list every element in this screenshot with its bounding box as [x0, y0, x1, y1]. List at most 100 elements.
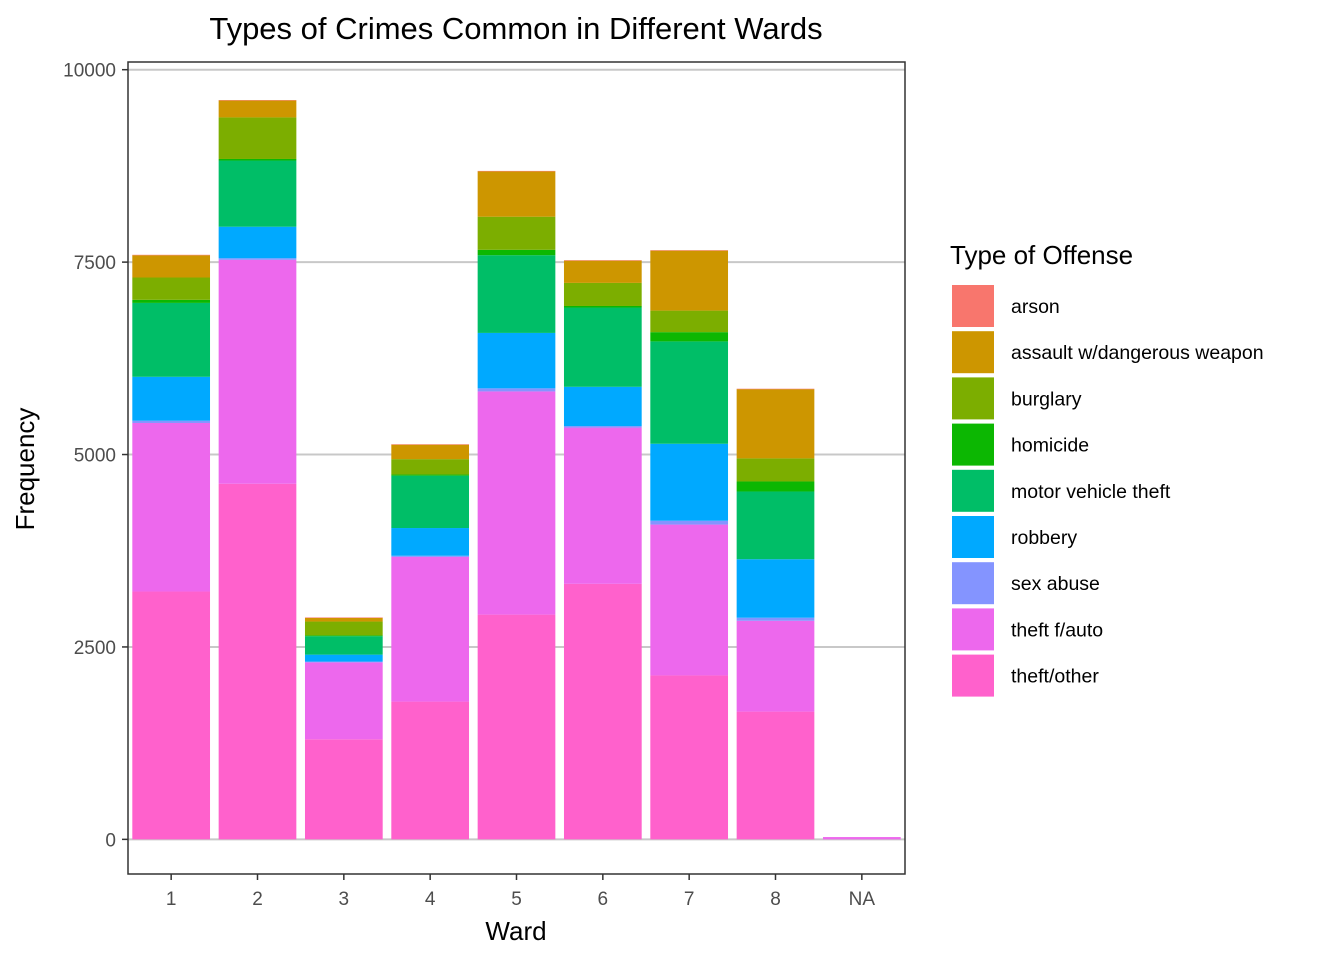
bar-segment [391, 444, 470, 460]
legend-label: motor vehicle theft [1011, 481, 1171, 503]
x-tick-label: 1 [166, 889, 177, 910]
bar-segment [218, 483, 297, 840]
bar-segment [477, 614, 556, 840]
x-tick-label: 5 [511, 889, 522, 910]
bar-segment [132, 420, 211, 423]
x-tick-label: 8 [770, 889, 781, 910]
x-tick-label: 6 [598, 889, 609, 910]
y-axis: 0 2500 5000 7500 10000 [63, 61, 128, 851]
legend-swatch [952, 516, 994, 558]
bar-segment [391, 474, 470, 476]
bar-segment [650, 250, 729, 311]
bar-segment [477, 171, 556, 217]
legend-label: burglary [1011, 388, 1082, 410]
legend-swatch [952, 285, 994, 327]
bar-segment [218, 100, 297, 101]
y-tick-label: 0 [105, 830, 116, 851]
bar-segment [477, 388, 556, 392]
bar-segment [650, 341, 729, 444]
bar-segment [563, 307, 642, 387]
bar-segment [132, 376, 211, 421]
y-axis-title: Frequency [10, 408, 40, 531]
bar-segment [736, 620, 815, 712]
bar-segment [304, 661, 383, 663]
bars [132, 100, 901, 840]
bar-segment [822, 837, 901, 840]
bar-segment [218, 158, 297, 161]
bar-segment [650, 524, 729, 676]
bar-segment [391, 475, 470, 529]
bar-segment [132, 422, 211, 592]
legend-title: Type of Offense [950, 240, 1133, 270]
bar-segment [218, 160, 297, 227]
legend-items: arson assault w/dangerous weapon burglary h… [950, 283, 1264, 699]
bar-segment [477, 391, 556, 615]
y-tick-label: 10000 [63, 61, 116, 82]
bar-segment [736, 559, 815, 618]
bar-segment [477, 332, 556, 389]
bar-segment [304, 635, 383, 637]
bar-segment [391, 528, 470, 556]
bar-segment [563, 260, 642, 261]
bar-segment [477, 170, 556, 172]
bar-segment [650, 675, 729, 840]
x-tick-label: 7 [684, 889, 695, 910]
y-tick-label: 2500 [74, 638, 116, 659]
legend-label: homicide [1011, 435, 1089, 457]
bar-segment [650, 332, 729, 342]
bar-segment [563, 386, 642, 427]
bar-segment [736, 388, 815, 390]
legend-swatch [952, 608, 994, 651]
bar-segment [132, 591, 211, 840]
bar-segment [650, 250, 729, 251]
x-tick-label: 4 [425, 889, 436, 910]
bar-segment [391, 701, 470, 840]
bar-segment [132, 299, 211, 303]
bar-segment [391, 444, 470, 445]
bar-segment [477, 249, 556, 256]
legend-label: theft/other [1011, 666, 1099, 688]
bar-segment [736, 617, 815, 621]
legend-swatch [952, 423, 994, 466]
bar-segment [736, 481, 815, 492]
bar-segment [563, 305, 642, 308]
bar-segment [650, 520, 729, 525]
bar-segment [304, 621, 383, 636]
bar-segment [218, 117, 297, 159]
legend-label: robbery [1011, 527, 1077, 549]
x-axis-title: Ward [485, 916, 546, 946]
bar-segment [650, 310, 729, 333]
bar-segment [218, 100, 297, 118]
chart-title: Types of Crimes Common in Different Ward… [209, 11, 822, 46]
bar-segment [304, 662, 383, 740]
legend: Type of Offense arson assault w/dangerous… [950, 240, 1264, 699]
bar-segment [563, 583, 642, 840]
bar-segment [477, 255, 556, 333]
legend-swatch [952, 654, 994, 697]
bar-segment [391, 555, 470, 557]
legend-label: arson [1011, 296, 1060, 318]
bar-segment [477, 216, 556, 250]
x-axis: 1 2 3 4 5 6 7 8 NA [166, 874, 875, 910]
bar-segment [304, 654, 383, 662]
plot-panel [127, 61, 906, 875]
bar-segment [132, 302, 211, 377]
bar-segment [736, 389, 815, 459]
bar-segment [218, 259, 297, 484]
bar-segment [218, 258, 297, 260]
bar-segment [736, 491, 815, 560]
legend-swatch [952, 331, 994, 374]
bar-segment [563, 426, 642, 428]
legend-swatch [952, 469, 994, 512]
bar-segment [391, 556, 470, 702]
bar-segment [304, 636, 383, 655]
bar-segment [304, 739, 383, 840]
bar-segment [304, 617, 383, 618]
bar-segment [132, 255, 211, 278]
bar-segment [563, 260, 642, 283]
x-tick-label: NA [849, 889, 876, 910]
x-tick-label: 3 [339, 889, 350, 910]
legend-label: assault w/dangerous weapon [1011, 342, 1264, 364]
bar-segment [218, 226, 297, 259]
